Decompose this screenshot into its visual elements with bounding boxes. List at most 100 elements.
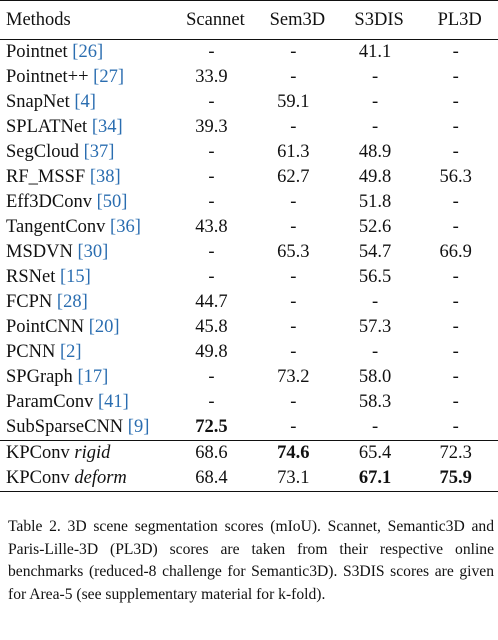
kpconv-score-sem3d: 73.1 <box>257 466 337 492</box>
citation-link[interactable]: [37] <box>83 142 115 162</box>
score-pl3d: - <box>452 267 459 287</box>
kpconv-variant: rigid <box>74 443 111 463</box>
kpconv-name: KPConv <box>6 468 75 488</box>
method-name-cell: PointCNN [20] <box>0 315 173 340</box>
method-name: MSDVN <box>6 242 78 262</box>
method-name: RSNet <box>6 267 60 287</box>
method-name: SegCloud <box>6 142 84 162</box>
citation-link[interactable]: [9] <box>127 417 150 437</box>
method-name-cell: Eff3DConv [50] <box>0 190 173 215</box>
table-row: MSDVN [30] - 65.3 54.7 66.9 <box>0 240 498 265</box>
table-row: Pointnet [26] - - 41.1 - <box>0 40 498 66</box>
method-name: FCPN <box>6 292 57 312</box>
score-pl3d: - <box>452 392 459 412</box>
table-header: Methods Scannet Sem3D S3DIS PL3D <box>0 0 498 40</box>
score-s3dis: - <box>372 117 379 137</box>
method-name: Pointnet++ <box>6 67 94 87</box>
table-row: PCNN [2] 49.8 - - - <box>0 340 498 365</box>
citation-link[interactable]: [26] <box>72 42 104 62</box>
score-scannet: - <box>208 92 215 112</box>
score-scannet: 33.9 <box>195 67 228 87</box>
score-pl3d: - <box>452 317 459 337</box>
table-row: Pointnet++ [27] 33.9 - - - <box>0 65 498 90</box>
method-name-cell: SPLATNet [34] <box>0 115 173 140</box>
method-name-cell: ParamConv [41] <box>0 390 173 415</box>
results-table-container: Methods Scannet Sem3D S3DIS PL3D Pointne… <box>0 0 498 492</box>
kpconv-name: KPConv <box>6 443 75 463</box>
segmentation-results-table: Methods Scannet Sem3D S3DIS PL3D Pointne… <box>0 0 498 492</box>
table-row: SegCloud [37] - 61.3 48.9 - <box>0 140 498 165</box>
method-name: SnapNet <box>6 92 75 112</box>
score-s3dis: - <box>372 67 379 87</box>
score-s3dis: 52.6 <box>358 217 392 237</box>
method-name-cell: SubSparseCNN [9] <box>0 415 173 441</box>
score-sem3d: 65.3 <box>277 242 310 262</box>
table-row: TangentConv [36] 43.8 - 52.6 - <box>0 215 498 240</box>
score-sem3d: - <box>290 267 297 287</box>
score-sem3d: - <box>290 42 297 62</box>
method-name: PointCNN <box>6 317 89 337</box>
table-row: ParamConv [41] - - 58.3 - <box>0 390 498 415</box>
citation-link[interactable]: [28] <box>56 292 88 312</box>
citation-link[interactable]: [41] <box>97 392 129 412</box>
citation-link[interactable]: [30] <box>77 242 109 262</box>
citation-link[interactable]: [4] <box>74 92 96 112</box>
score-pl3d: - <box>452 67 459 87</box>
method-name-cell: SegCloud [37] <box>0 140 173 165</box>
score-scannet: - <box>208 167 215 187</box>
score-sem3d: 61.3 <box>277 142 310 162</box>
score-s3dis: 49.8 <box>358 167 392 187</box>
score-sem3d: 62.7 <box>277 167 310 187</box>
table-row: Eff3DConv [50] - - 51.8 - <box>0 190 498 215</box>
citation-link[interactable]: [17] <box>77 367 109 387</box>
table-caption: Table 2. 3D scene segmentation scores (m… <box>8 518 494 603</box>
method-name: RF_MSSF <box>6 167 90 187</box>
score-s3dis: 54.7 <box>358 242 392 262</box>
score-sem3d: - <box>290 192 297 212</box>
citation-link[interactable]: [15] <box>59 267 91 287</box>
score-s3dis: - <box>372 292 379 312</box>
score-scannet: - <box>208 192 215 212</box>
method-name: Eff3DConv <box>6 192 97 212</box>
score-sem3d: - <box>290 292 297 312</box>
header-s3dis: S3DIS <box>336 0 422 40</box>
score-s3dis: 58.0 <box>358 367 392 387</box>
method-name-cell: TangentConv [36] <box>0 215 173 240</box>
score-sem3d: 59.1 <box>277 92 310 112</box>
score-scannet: - <box>208 392 215 412</box>
table-row: FCPN [28] 44.7 - - - <box>0 290 498 315</box>
citation-link[interactable]: [38] <box>89 167 121 187</box>
score-sem3d: 73.2 <box>277 367 310 387</box>
score-pl3d: - <box>452 117 459 137</box>
citation-link[interactable]: [36] <box>110 217 141 237</box>
header-sem3d: Sem3D <box>257 0 337 40</box>
citation-link[interactable]: [50] <box>96 192 128 212</box>
score-scannet: - <box>208 267 215 287</box>
method-name: TangentConv <box>6 217 111 237</box>
score-s3dis: - <box>372 417 379 437</box>
method-name-cell: RF_MSSF [38] <box>0 165 173 190</box>
score-pl3d: - <box>452 42 459 62</box>
citation-link[interactable]: [34] <box>91 117 123 137</box>
kpconv-score-pl3d: 72.3 <box>421 440 498 466</box>
score-pl3d: - <box>452 417 459 437</box>
score-sem3d: - <box>290 117 297 137</box>
score-pl3d: - <box>452 292 459 312</box>
citation-link[interactable]: [27] <box>93 67 124 87</box>
score-pl3d: - <box>452 92 459 112</box>
citation-link[interactable]: [2] <box>59 342 82 362</box>
method-name: SPGraph <box>6 367 78 387</box>
score-scannet: - <box>208 142 215 162</box>
score-s3dis: 51.8 <box>358 192 392 212</box>
score-sem3d: - <box>290 417 297 437</box>
kpconv-score-sem3d: 74.6 <box>257 440 337 466</box>
score-s3dis: - <box>372 342 379 362</box>
citation-link[interactable]: [20] <box>88 317 120 337</box>
method-name: SubSparseCNN <box>6 417 128 437</box>
method-name: PCNN <box>6 342 60 362</box>
kpconv-name-cell: KPConv rigid <box>0 440 173 466</box>
kpconv-score-scannet: 68.4 <box>172 466 258 492</box>
table-row: PointCNN [20] 45.8 - 57.3 - <box>0 315 498 340</box>
method-name-cell: FCPN [28] <box>0 290 173 315</box>
score-scannet: 39.3 <box>195 117 228 137</box>
